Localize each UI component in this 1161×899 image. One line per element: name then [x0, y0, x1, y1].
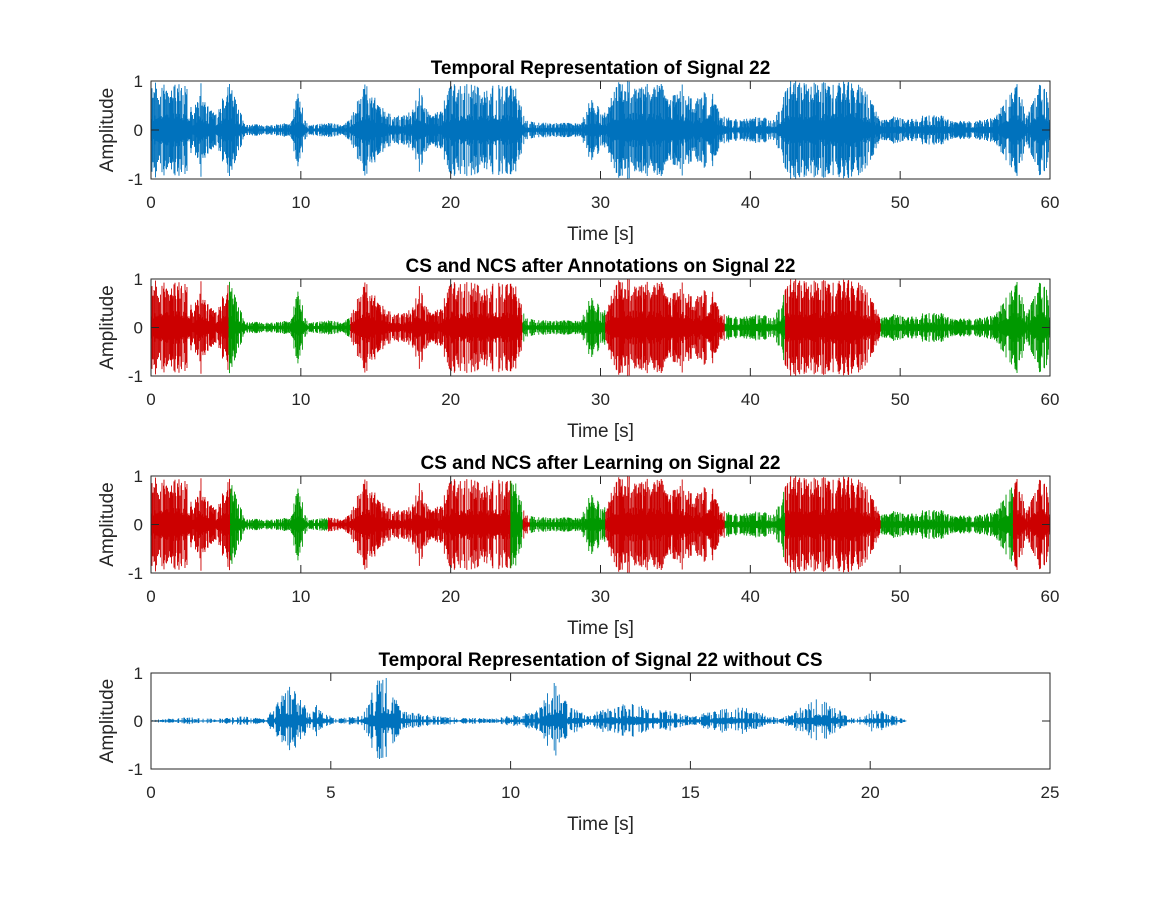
x-tick-label: 10: [291, 193, 310, 212]
y-tick-label: 1: [134, 664, 143, 683]
y-axis-label: Amplitude: [97, 482, 118, 567]
x-tick-label: 10: [291, 390, 310, 409]
x-tick-label: 0: [146, 587, 155, 606]
x-tick-label: 10: [291, 587, 310, 606]
x-tick-label: 30: [591, 587, 610, 606]
x-tick-label: 20: [441, 587, 460, 606]
y-tick-label: 0: [134, 319, 143, 338]
y-tick-label: -1: [128, 564, 143, 583]
y-tick-label: -1: [128, 170, 143, 189]
x-tick-label: 0: [146, 390, 155, 409]
x-tick-label: 30: [591, 390, 610, 409]
y-axis-label: Amplitude: [97, 679, 118, 764]
x-tick-label: 60: [1041, 193, 1060, 212]
signal-trace: [150, 279, 1051, 376]
x-tick-label: 40: [741, 587, 760, 606]
chart-title: CS and NCS after Annotations on Signal 2…: [406, 256, 796, 277]
x-tick-label: 60: [1041, 390, 1060, 409]
y-tick-label: 0: [134, 121, 143, 140]
x-tick-label: 20: [861, 783, 880, 802]
x-tick-label: 10: [501, 783, 520, 802]
y-tick-label: 0: [134, 516, 143, 535]
x-axis-label: Time [s]: [567, 618, 634, 639]
x-tick-label: 5: [326, 783, 335, 802]
y-tick-label: -1: [128, 760, 143, 779]
y-axis-label: Amplitude: [97, 285, 118, 370]
x-tick-label: 50: [891, 587, 910, 606]
x-tick-label: 30: [591, 193, 610, 212]
x-axis-label: Time [s]: [567, 224, 634, 245]
signal-trace: [150, 678, 907, 759]
x-tick-label: 25: [1041, 783, 1060, 802]
signal-trace: [150, 476, 1051, 573]
y-tick-label: 0: [134, 712, 143, 731]
x-tick-label: 50: [891, 390, 910, 409]
x-tick-label: 50: [891, 193, 910, 212]
y-axis-label: Amplitude: [97, 88, 118, 173]
y-tick-label: -1: [128, 367, 143, 386]
chart-title: CS and NCS after Learning on Signal 22: [420, 453, 780, 474]
y-tick-label: 1: [134, 270, 143, 289]
x-axis-label: Time [s]: [567, 421, 634, 442]
x-tick-label: 40: [741, 193, 760, 212]
x-tick-label: 0: [146, 783, 155, 802]
x-axis-label: Time [s]: [567, 814, 634, 835]
x-tick-label: 40: [741, 390, 760, 409]
x-tick-label: 20: [441, 193, 460, 212]
x-tick-label: 15: [681, 783, 700, 802]
y-tick-label: 1: [134, 72, 143, 91]
x-tick-label: 20: [441, 390, 460, 409]
x-tick-label: 0: [146, 193, 155, 212]
x-tick-label: 60: [1041, 587, 1060, 606]
y-tick-label: 1: [134, 467, 143, 486]
chart-title: Temporal Representation of Signal 22 wit…: [378, 650, 822, 671]
chart-title: Temporal Representation of Signal 22: [431, 58, 771, 79]
